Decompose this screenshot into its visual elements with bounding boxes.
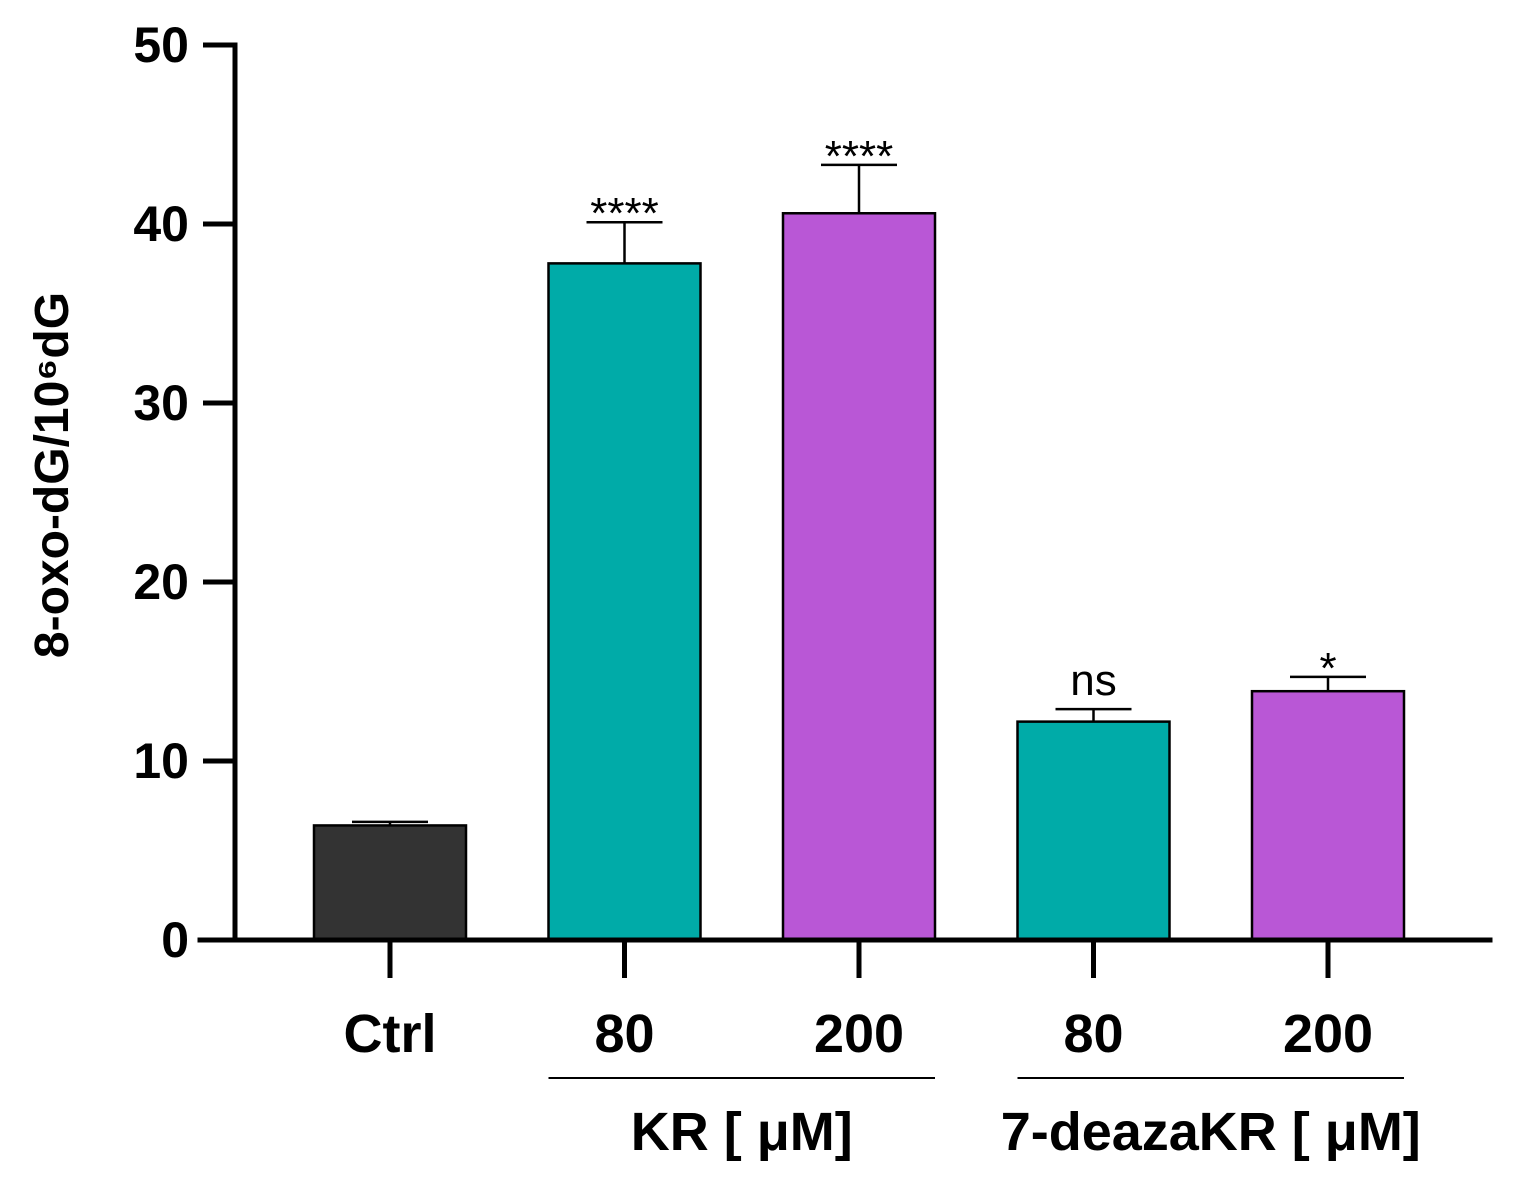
x-tick-label-2: 200 bbox=[814, 1004, 904, 1064]
x-tick-label-1: 80 bbox=[594, 1004, 654, 1064]
bar-1 bbox=[547, 262, 702, 942]
y-tick-label-3: 30 bbox=[133, 375, 189, 431]
x-tick-label-3: 80 bbox=[1063, 1004, 1123, 1064]
y-tick-label-1: 10 bbox=[133, 733, 189, 789]
x-tick-label-0: Ctrl bbox=[344, 1004, 437, 1064]
group-label-0: KR [ μM] bbox=[631, 1102, 853, 1162]
axes-layer bbox=[197, 42, 1493, 1079]
significance-label-3: ns bbox=[1070, 656, 1116, 705]
significance-label-1: **** bbox=[590, 189, 659, 238]
significance-label-4: * bbox=[1319, 644, 1336, 693]
y-tick-label-4: 40 bbox=[133, 196, 189, 252]
significance-label-2: **** bbox=[825, 132, 894, 181]
bar-0 bbox=[312, 824, 468, 942]
bar-3 bbox=[1016, 720, 1171, 942]
bar-2 bbox=[781, 212, 937, 942]
labels-layer: **** **** ns * 0 10 20 30 40 50 Ctrl 80 200 80 200 KR [… bbox=[133, 17, 1420, 1162]
y-tick-label-0: 0 bbox=[161, 912, 189, 968]
bar-4 bbox=[1250, 689, 1406, 942]
group-label-1: 7-deazaKR [ μM] bbox=[1001, 1102, 1421, 1162]
y-axis-label: 8-oxo-dG/10⁶dG bbox=[26, 292, 79, 658]
x-tick-label-4: 200 bbox=[1283, 1004, 1373, 1064]
y-tick-label-2: 20 bbox=[133, 554, 189, 610]
y-tick-label-5: 50 bbox=[133, 17, 189, 73]
bars-layer bbox=[312, 163, 1406, 942]
